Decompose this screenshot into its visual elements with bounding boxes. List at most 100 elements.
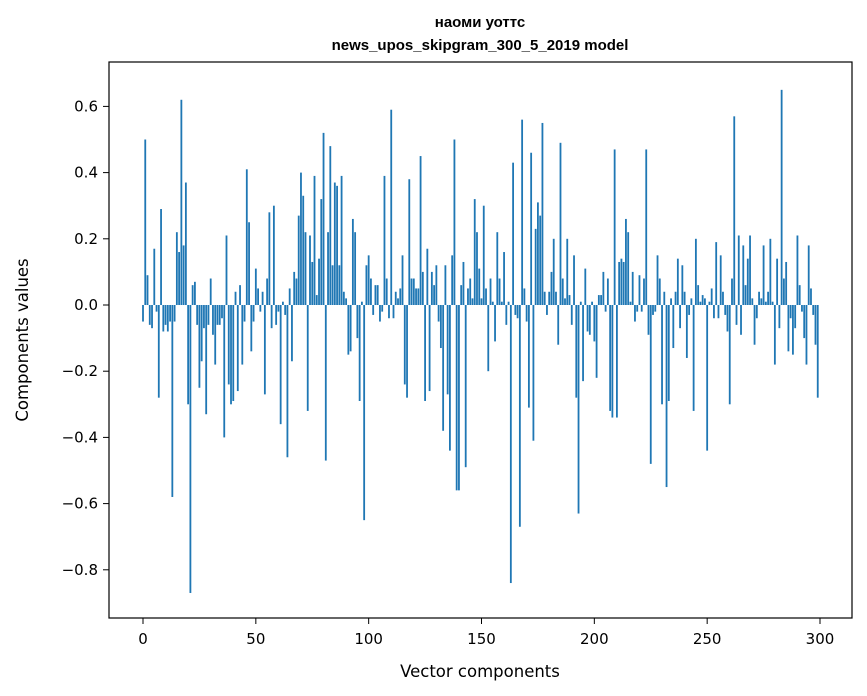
bar xyxy=(306,305,309,411)
bar xyxy=(539,215,542,305)
bar xyxy=(376,285,379,305)
bar xyxy=(311,261,314,305)
bar xyxy=(347,305,350,355)
bar xyxy=(749,235,751,305)
bar xyxy=(717,305,720,319)
bar xyxy=(812,305,815,315)
bar xyxy=(146,275,149,305)
bar xyxy=(679,305,681,329)
bar xyxy=(446,305,449,395)
bar xyxy=(401,255,404,305)
bar xyxy=(144,139,147,305)
bar xyxy=(345,298,348,305)
bar xyxy=(753,305,756,345)
bar xyxy=(771,301,774,305)
bar xyxy=(758,291,760,305)
bar xyxy=(239,285,241,305)
bar xyxy=(787,305,790,352)
bar xyxy=(313,175,316,305)
bars-group xyxy=(142,89,819,593)
bar xyxy=(643,278,645,305)
bar xyxy=(467,288,469,305)
bar xyxy=(534,228,537,305)
bar xyxy=(640,305,643,312)
bar xyxy=(442,305,445,431)
bar xyxy=(216,305,219,325)
bar xyxy=(178,252,181,305)
bar xyxy=(674,291,677,305)
y-tick-label: 0.4 xyxy=(74,164,98,182)
bar xyxy=(494,305,496,342)
x-tick-label: 0 xyxy=(138,630,148,648)
bar xyxy=(279,305,282,425)
bar xyxy=(807,245,810,305)
chart-title: наоми уоттс xyxy=(435,14,525,31)
bar xyxy=(370,278,372,305)
bar xyxy=(173,305,176,322)
bar xyxy=(636,305,639,312)
bar xyxy=(816,305,819,398)
bar xyxy=(728,305,731,405)
bar xyxy=(482,205,485,305)
bar xyxy=(516,305,519,319)
bar xyxy=(685,305,688,358)
bar xyxy=(421,271,424,305)
bar xyxy=(360,301,363,305)
bar xyxy=(699,301,702,305)
bar xyxy=(385,278,388,305)
bar xyxy=(293,271,296,305)
bar xyxy=(374,285,377,305)
bar xyxy=(794,305,797,329)
bar xyxy=(320,199,323,305)
bar xyxy=(388,305,390,319)
bar xyxy=(469,278,472,305)
bar xyxy=(212,305,214,335)
bar xyxy=(521,119,524,305)
bar xyxy=(381,305,384,312)
plot-frame xyxy=(108,61,853,619)
bar xyxy=(710,288,713,305)
bar xyxy=(658,278,661,305)
bar xyxy=(304,232,307,305)
bar xyxy=(593,305,596,342)
x-tick-label: 300 xyxy=(806,630,835,648)
y-tick-label: −0.6 xyxy=(62,495,98,513)
bar xyxy=(654,305,657,312)
bar xyxy=(302,195,305,305)
bar xyxy=(746,258,749,305)
bar xyxy=(814,305,817,345)
bar xyxy=(476,232,478,305)
bar xyxy=(462,261,465,305)
bar xyxy=(564,298,566,305)
bar xyxy=(444,265,447,305)
bar xyxy=(191,285,194,305)
bar xyxy=(805,305,808,365)
bar xyxy=(773,305,776,365)
bar xyxy=(223,305,226,438)
bar xyxy=(701,295,704,305)
bar xyxy=(760,298,763,305)
bar xyxy=(810,288,812,305)
bar xyxy=(724,305,727,315)
bar xyxy=(234,291,237,305)
bar xyxy=(180,99,183,305)
bar xyxy=(365,265,368,305)
bar xyxy=(392,305,395,319)
bar xyxy=(424,305,426,401)
bar xyxy=(543,291,546,305)
bar xyxy=(663,291,666,305)
bar xyxy=(439,305,442,349)
y-tick-label: −0.2 xyxy=(62,362,98,380)
bar xyxy=(230,305,232,405)
bar xyxy=(288,288,291,305)
bar xyxy=(245,169,248,305)
bar xyxy=(776,258,779,305)
bar xyxy=(683,291,686,305)
bar xyxy=(507,301,510,305)
bar xyxy=(690,298,693,305)
bar xyxy=(796,235,799,305)
bar xyxy=(184,182,187,305)
bar xyxy=(284,305,287,315)
bar xyxy=(722,291,724,305)
